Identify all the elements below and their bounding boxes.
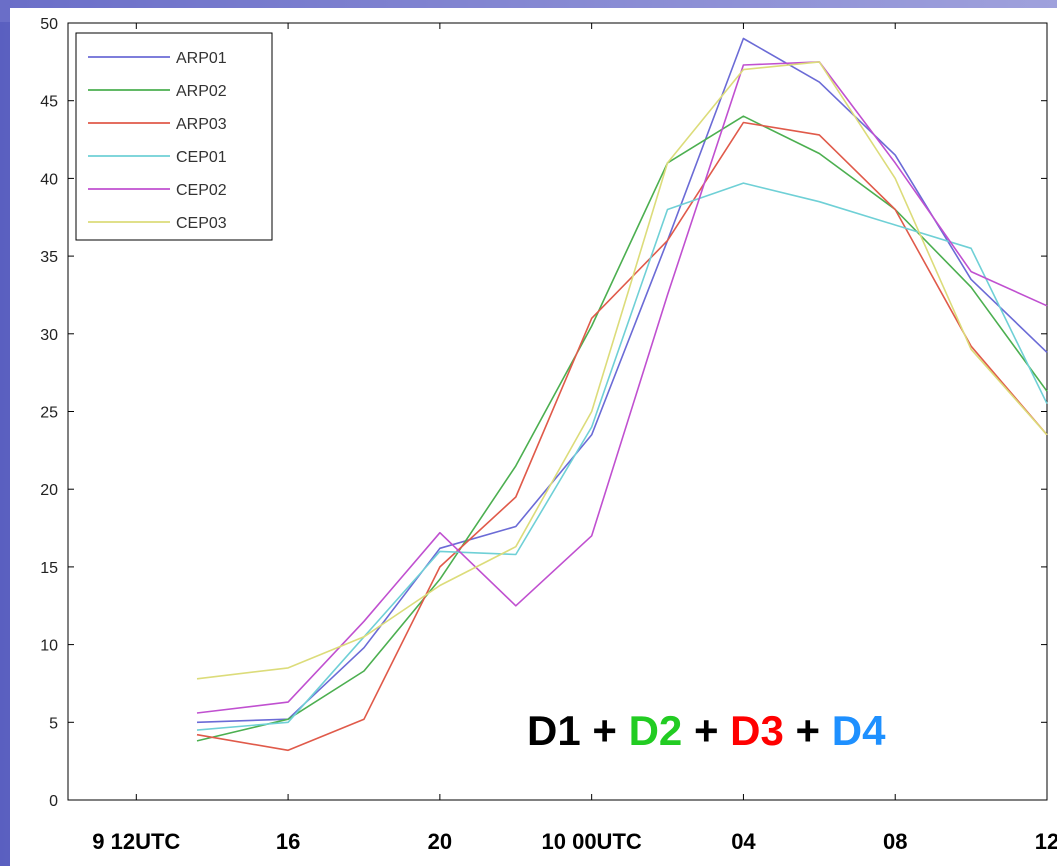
y-axis-ticks: 0 5 10 15 20 25 30 35 40 45 50 — [40, 16, 1047, 810]
legend-label: ARP01 — [176, 50, 227, 67]
annotation-part: + — [682, 707, 731, 754]
series-line-arp03 — [196, 121, 1048, 752]
legend-label: CEP03 — [176, 215, 227, 232]
y-tick-label: 30 — [40, 327, 58, 344]
chart-annotation: D1 + D2 + D3 + D4 — [527, 707, 885, 755]
x-tick-label: 04 — [731, 829, 756, 854]
annotation-part: + — [783, 707, 832, 754]
x-axis-ticks: 9 12UTC 16 20 10 00UTC 04 08 12 — [92, 23, 1057, 854]
y-tick-label: 5 — [49, 715, 58, 732]
series-line-arp01 — [196, 37, 1048, 724]
y-tick-label: 40 — [40, 171, 58, 188]
legend: ARP01 ARP02 ARP03 CEP01 CEP02 CEP03 — [75, 32, 273, 241]
x-tick-label: 20 — [428, 829, 452, 854]
annotation-part: D1 — [527, 707, 581, 754]
y-tick-label: 0 — [49, 793, 58, 810]
legend-box — [75, 32, 273, 241]
y-tick-label: 25 — [40, 405, 58, 422]
legend-label: CEP02 — [176, 182, 227, 199]
annotation-part: D3 — [730, 707, 784, 754]
legend-label: ARP02 — [176, 83, 227, 100]
x-tick-label: 9 12UTC — [92, 829, 180, 854]
series-line-cep02 — [196, 61, 1048, 714]
y-tick-label: 10 — [40, 638, 58, 655]
y-tick-label: 35 — [40, 249, 58, 266]
x-tick-label: 10 00UTC — [542, 829, 642, 854]
annotation-part: D4 — [831, 707, 886, 754]
y-tick-label: 20 — [40, 482, 58, 499]
y-tick-label: 15 — [40, 560, 58, 577]
annotation-part: D2 — [628, 707, 683, 754]
legend-label: CEP01 — [176, 149, 227, 166]
series-line-cep01 — [196, 182, 1048, 731]
annotation-part: + — [580, 707, 629, 754]
series-line-cep03 — [196, 61, 1048, 680]
x-tick-label: 08 — [883, 829, 907, 854]
series-line-arp02 — [196, 115, 1048, 742]
y-tick-label: 45 — [40, 94, 58, 111]
x-tick-label: 16 — [276, 829, 300, 854]
y-tick-label: 50 — [40, 16, 58, 33]
legend-label: ARP03 — [176, 116, 227, 133]
series-lines — [196, 37, 1048, 752]
x-tick-label: 12 — [1035, 829, 1057, 854]
